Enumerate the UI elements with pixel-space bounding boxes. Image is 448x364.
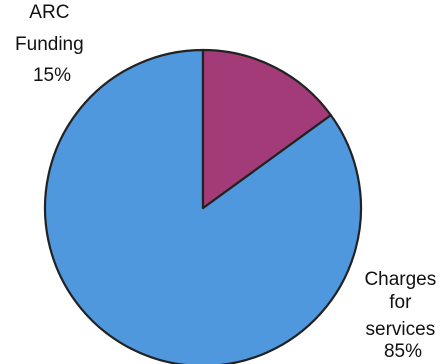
value-label-arc-funding: 15% [33, 65, 71, 86]
label-line-for: for [389, 292, 412, 313]
value-label-charges-for-services: 85% [384, 341, 422, 362]
label-line-services: services [366, 319, 436, 340]
label-line-arc: ARC [29, 2, 69, 23]
slice-label-arc-funding: ARC Funding 15% [15, 2, 89, 86]
label-line-charges: Charges [364, 269, 436, 290]
label-line-funding: Funding [15, 34, 84, 55]
slice-arc-funding [201, 48, 332, 210]
slice-label-charges-for-services: Charges for services 85% [364, 269, 441, 362]
pie-slices [43, 48, 363, 364]
